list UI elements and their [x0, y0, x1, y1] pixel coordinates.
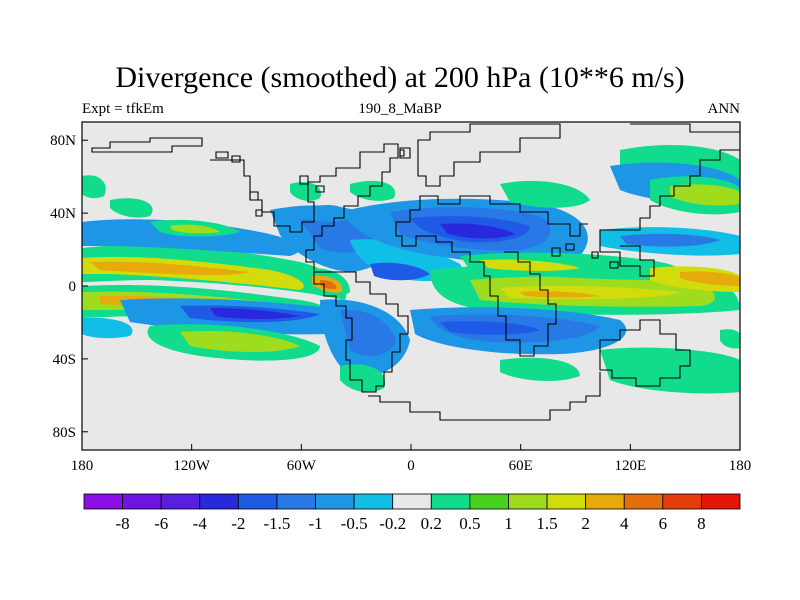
field-strong-negative-south-america — [340, 309, 396, 357]
divergence-field — [82, 145, 740, 394]
field-positive-north-america — [290, 181, 321, 201]
colorbar-swatch — [199, 493, 239, 510]
coastline-south-america — [313, 271, 409, 393]
colorbar-swatch — [701, 493, 741, 510]
coastline-eurasia-africa — [395, 123, 740, 357]
field-negative-north-pacific — [82, 219, 300, 256]
colorbar-swatch — [276, 493, 316, 510]
field-strong-kuroshio — [620, 233, 720, 247]
colorbar-label: -4 — [193, 514, 208, 533]
colorbar-swatch — [623, 493, 664, 510]
field-peak-negative-pacific-south — [210, 308, 300, 319]
coastlines — [91, 123, 740, 421]
x-tick-label: 180 — [729, 458, 752, 474]
colorbar-label: 1.5 — [536, 514, 557, 533]
colorbar-label: -1 — [308, 514, 322, 533]
colorbar-label: -8 — [116, 514, 130, 533]
coastline-north-america — [91, 137, 399, 273]
field-positive-south-atlantic — [340, 364, 386, 393]
field-top-indian-ocean — [520, 291, 600, 298]
field-strong-south-pacific — [180, 330, 300, 352]
field-positive-southern-ocean-east — [720, 329, 740, 349]
colorbar-swatch — [315, 493, 355, 510]
field-strong-north-pacific — [170, 224, 220, 234]
x-tick-label: 120E — [614, 458, 646, 474]
longitude-axis: 180 120W 60W 0 60E 120E 180 — [71, 444, 752, 474]
colorbar-swatch — [353, 493, 394, 510]
colorbar-label: 4 — [620, 514, 629, 533]
experiment-label: Expt = tfkEm — [82, 101, 164, 117]
y-tick-label: 80S — [53, 425, 76, 441]
colorbar-label: 0.5 — [459, 514, 480, 533]
colorbar-label: -1.5 — [263, 514, 290, 533]
colorbar-swatch — [469, 493, 509, 510]
field-positive-subtropic-pacific — [110, 198, 153, 218]
colorbar-label: -6 — [154, 514, 168, 533]
colorbar-label: -0.2 — [379, 514, 406, 533]
colorbar-swatch — [585, 493, 625, 510]
x-tick-label: 60W — [287, 458, 317, 474]
colorbar-label: 1 — [504, 514, 513, 533]
field-negative-southern-ocean-west — [82, 317, 133, 339]
coastline-antarctica — [368, 372, 601, 421]
y-tick-label: 40S — [53, 352, 76, 368]
coastline-australia — [599, 319, 691, 387]
colorbar-swatch — [83, 493, 123, 510]
colorbar: -8 -6 -4 -2 -1.5 -1 -0.5 -0.2 0.2 0.5 1 1.5 2 4 6 8 — [83, 493, 741, 533]
field-strong-north-pacific-east — [670, 184, 740, 206]
colorbar-swatch — [160, 493, 201, 510]
x-tick-label: 0 — [407, 458, 415, 474]
field-positive-northwest-pacific — [82, 175, 106, 199]
y-tick-label: 80N — [50, 133, 76, 149]
colorbar-label: 8 — [697, 514, 706, 533]
x-tick-label: 120W — [173, 458, 211, 474]
x-tick-label: 60E — [509, 458, 533, 474]
field-strong-equatorial-atlantic — [370, 262, 430, 281]
field-strong-west-pacific — [680, 271, 740, 286]
field-peak-pacific-north — [90, 261, 250, 276]
colorbar-swatch — [546, 493, 587, 510]
case-label: 190_8_MaBP — [358, 101, 442, 117]
colorbar-swatch — [392, 493, 432, 510]
x-tick-label: 180 — [71, 458, 94, 474]
map-title: Divergence (smoothed) at 200 hPa (10**6 … — [115, 61, 685, 94]
colorbar-label: 0.2 — [421, 514, 442, 533]
colorbar-swatch — [430, 493, 471, 510]
colorbar-label: 2 — [581, 514, 590, 533]
y-tick-label: 40N — [50, 206, 76, 222]
colorbar-label: 6 — [659, 514, 668, 533]
field-peak-negative-eurasia — [440, 223, 515, 239]
field-positive-south-indian — [600, 347, 740, 394]
season-label: ANN — [707, 101, 741, 117]
colorbar-label: -2 — [231, 514, 245, 533]
colorbar-swatch — [237, 493, 278, 510]
y-tick-label: 0 — [69, 279, 77, 295]
colorbar-label: -0.5 — [341, 514, 368, 533]
coastline-islands — [215, 149, 619, 269]
latitude-axis: 80N 40N 0 40S 80S — [50, 133, 88, 441]
field-positive-south-indian-west — [500, 357, 580, 381]
field-positive-europe — [500, 180, 590, 208]
colorbar-swatch — [662, 493, 702, 510]
colorbar-swatch — [508, 493, 548, 510]
colorbar-swatch — [122, 493, 162, 510]
field-deeper-negative-south-indian — [440, 321, 540, 335]
